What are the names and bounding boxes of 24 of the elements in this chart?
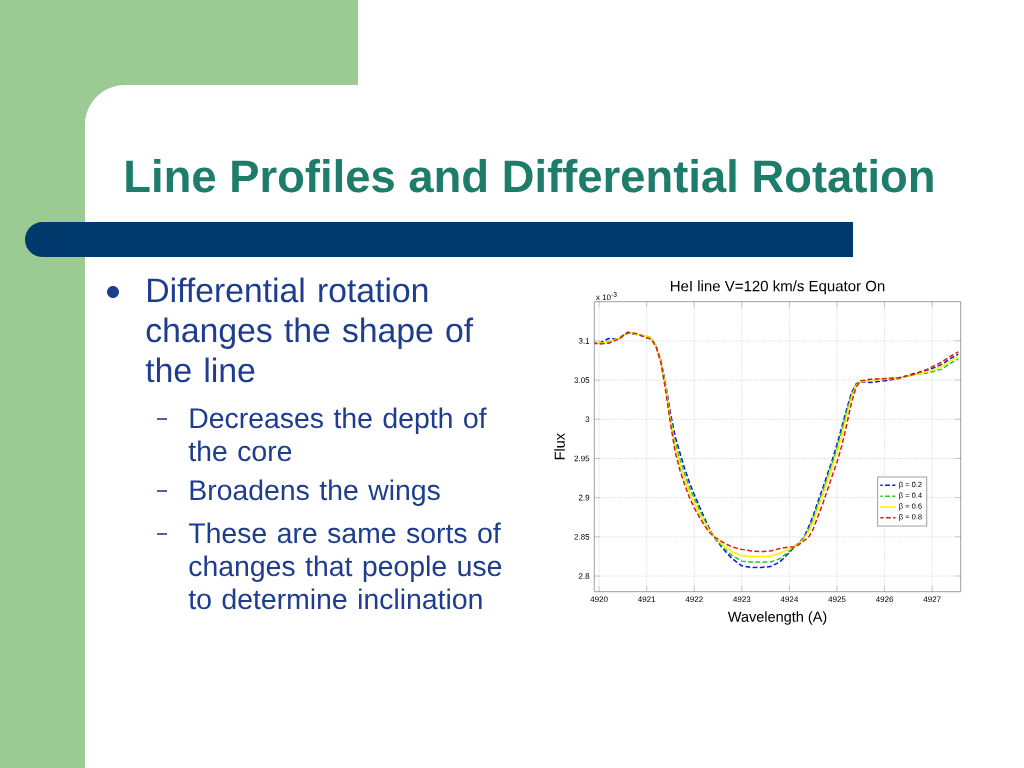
y-tick-label: 2.9 xyxy=(578,494,590,501)
y-tick-label: 2.95 xyxy=(574,455,590,462)
text: x 10$^{-3}$ xyxy=(595,292,617,301)
x-tick-label: 4923 xyxy=(733,596,751,603)
x-axis-title: Wavelength (A) xyxy=(727,611,827,625)
x-tick-label: 4922 xyxy=(685,596,703,603)
x-tick-label: 4920 xyxy=(590,596,608,603)
chart-title: Line Profiles and Differential Rotation xyxy=(126,159,933,193)
text: Broadens the wings xyxy=(190,479,440,506)
y-tick-label: 3 xyxy=(585,416,590,423)
y-tick-label: 2.85 xyxy=(574,534,590,540)
y-tick-label: 2.8 xyxy=(578,573,590,579)
x-tick-label: 4921 xyxy=(637,596,656,603)
x-tick-label: 4924 xyxy=(780,596,799,603)
y-tick-label: 3.05 xyxy=(574,377,590,383)
x-tick-label: 4927 xyxy=(923,596,941,603)
y-tick-label: 3.1 xyxy=(578,338,590,344)
x-tick-label: 4925 xyxy=(828,596,846,603)
x-tick-label: 4926 xyxy=(875,596,894,603)
y-axis-title: Flux xyxy=(554,433,565,460)
text: Differential rotation changes the shape of the line xyxy=(145,277,474,383)
text: These are same sorts of changes that people use to determine inclination xyxy=(188,522,502,610)
chart-subtitle: HeI line V=120 km/s Equator On xyxy=(670,280,885,295)
text: Decreases the depth of the core xyxy=(188,407,487,462)
